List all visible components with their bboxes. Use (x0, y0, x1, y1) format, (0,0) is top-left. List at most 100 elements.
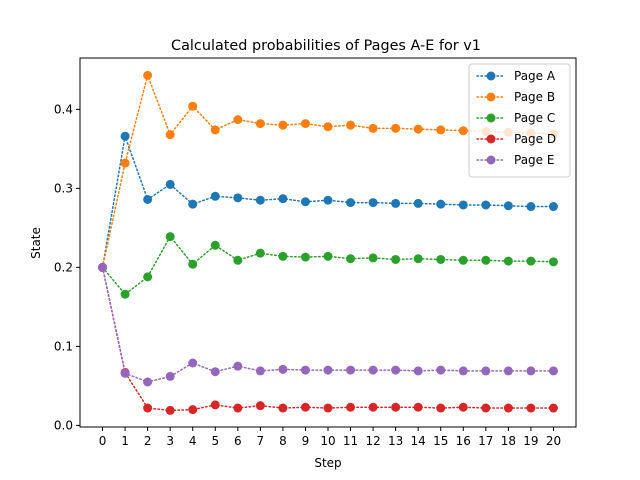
legend-marker-page-b (486, 92, 496, 102)
x-tick-label: 1 (121, 434, 129, 448)
data-point-page-a-3 (165, 179, 175, 189)
y-axis-label: State (29, 227, 43, 259)
x-tick-label: 19 (523, 434, 538, 448)
data-point-page-c-19 (526, 256, 536, 266)
x-tick-label: 17 (478, 434, 493, 448)
data-point-page-a-11 (346, 198, 356, 208)
series-page-c (98, 232, 558, 299)
data-point-page-d-18 (503, 403, 513, 413)
data-point-page-a-14 (413, 198, 423, 208)
series-page-e (98, 262, 558, 387)
data-point-page-e-4 (188, 358, 198, 368)
data-point-page-c-4 (188, 259, 198, 269)
data-point-page-c-20 (548, 257, 558, 267)
data-point-page-b-7 (255, 119, 265, 129)
x-tick-label: 12 (365, 434, 380, 448)
series-page-d (98, 262, 558, 415)
legend-label-page-b: Page B (514, 90, 555, 104)
legend-label-page-a: Page A (514, 69, 556, 83)
data-point-page-e-5 (210, 367, 220, 377)
y-tick-label: 0.3 (54, 181, 73, 195)
data-point-page-e-8 (278, 364, 288, 374)
data-point-page-c-11 (346, 254, 356, 264)
legend-frame (468, 63, 571, 178)
x-tick-label: 15 (433, 434, 448, 448)
data-point-page-e-16 (458, 366, 468, 376)
legend-marker-page-c (486, 113, 496, 123)
data-point-page-d-20 (548, 403, 558, 413)
x-tick-label: 5 (211, 434, 219, 448)
data-point-page-c-18 (503, 256, 513, 266)
data-point-page-d-15 (436, 403, 446, 413)
legend-label-page-e: Page E (514, 153, 554, 167)
data-point-page-c-16 (458, 255, 468, 265)
data-point-page-b-15 (436, 125, 446, 135)
legend-entry-page-d: Page D (476, 132, 556, 146)
legend-entry-page-a: Page A (476, 69, 556, 83)
data-point-page-b-5 (210, 125, 220, 135)
data-point-page-c-10 (323, 251, 333, 261)
data-point-page-d-3 (165, 405, 175, 415)
x-axis-label: Step (314, 456, 341, 470)
data-point-page-d-17 (481, 403, 491, 413)
data-point-page-e-13 (391, 365, 401, 375)
data-point-page-d-12 (368, 402, 378, 412)
x-tick-label: 4 (189, 434, 197, 448)
data-point-page-e-0 (98, 262, 108, 272)
legend-label-page-c: Page C (514, 111, 555, 125)
data-point-page-e-6 (233, 361, 243, 371)
data-point-page-a-12 (368, 198, 378, 208)
data-point-page-a-5 (210, 191, 220, 201)
series-line-page-d (101, 266, 555, 412)
y-tick-label: 0.2 (54, 260, 73, 274)
x-tick-label: 2 (144, 434, 152, 448)
data-point-page-b-13 (391, 123, 401, 133)
series-line-page-a (101, 133, 555, 269)
x-tick-label: 10 (320, 434, 335, 448)
data-point-page-a-8 (278, 194, 288, 204)
data-point-page-e-17 (481, 366, 491, 376)
data-point-page-a-9 (300, 197, 310, 207)
data-point-page-d-4 (188, 405, 198, 415)
data-point-page-b-1 (120, 158, 130, 168)
data-point-page-e-2 (143, 377, 153, 387)
x-tick-label: 18 (501, 434, 516, 448)
data-point-page-d-13 (391, 402, 401, 412)
data-point-page-d-2 (143, 403, 153, 413)
data-point-page-c-14 (413, 254, 423, 264)
legend: Page A Page B Page C Page D Page E (468, 63, 571, 178)
x-tick-label: 3 (166, 434, 174, 448)
data-point-page-a-7 (255, 195, 265, 205)
data-point-page-b-11 (346, 120, 356, 130)
data-point-page-b-9 (300, 119, 310, 129)
data-point-page-b-14 (413, 124, 423, 134)
data-point-page-a-17 (481, 200, 491, 210)
x-tick-label: 14 (411, 434, 426, 448)
data-point-page-e-20 (548, 366, 558, 376)
data-point-page-e-7 (255, 366, 265, 376)
y-tick-label: 0.1 (54, 339, 73, 353)
y-tick-label: 0.0 (54, 418, 73, 432)
data-point-page-a-16 (458, 200, 468, 210)
plot-area (98, 70, 558, 415)
data-point-page-a-18 (503, 201, 513, 211)
legend-label-page-d: Page D (514, 132, 556, 146)
x-tick-label: 20 (546, 434, 561, 448)
data-point-page-b-2 (143, 70, 153, 80)
data-point-page-a-20 (548, 202, 558, 212)
x-tick-label: 7 (257, 434, 265, 448)
data-point-page-c-12 (368, 253, 378, 263)
data-point-page-d-16 (458, 402, 468, 412)
data-point-page-c-8 (278, 251, 288, 261)
data-point-page-c-7 (255, 248, 265, 258)
data-point-page-a-4 (188, 199, 198, 209)
data-point-page-c-5 (210, 240, 220, 250)
data-point-page-d-14 (413, 402, 423, 412)
data-point-page-e-11 (346, 365, 356, 375)
data-point-page-c-17 (481, 255, 491, 265)
x-tick-label: 6 (234, 434, 242, 448)
data-point-page-a-13 (391, 198, 401, 208)
data-point-page-b-10 (323, 122, 333, 132)
legend-marker-page-a (486, 71, 496, 81)
